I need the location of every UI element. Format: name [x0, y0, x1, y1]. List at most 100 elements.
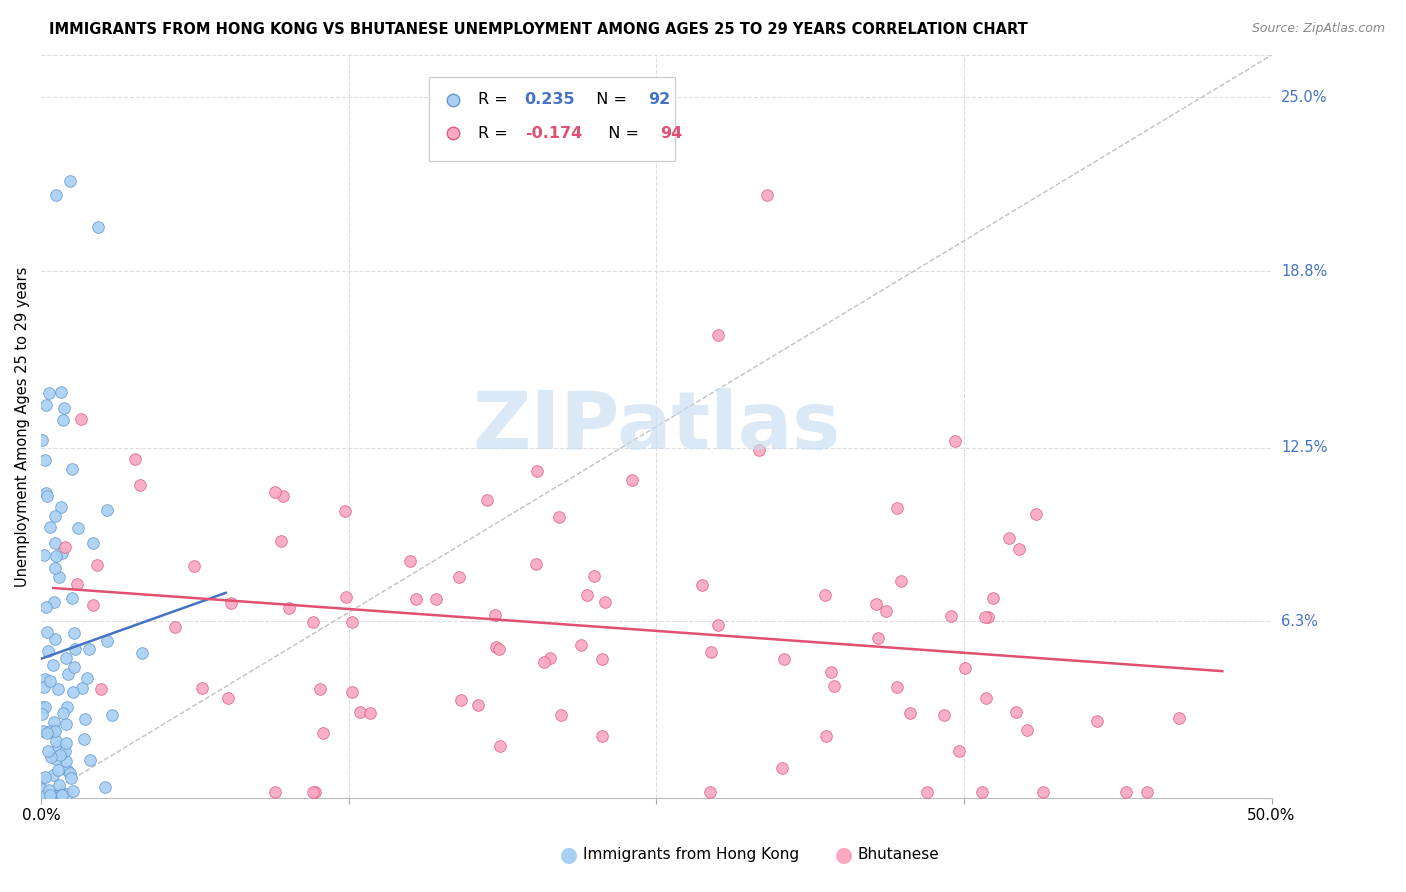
Point [94, 780, 117, 794]
Point [165, 620, 187, 634]
Point [706, 618, 728, 632]
Text: Source: ZipAtlas.com: Source: ZipAtlas.com [1251, 22, 1385, 36]
Text: 12.5%: 12.5% [1281, 440, 1327, 455]
Text: ●: ● [561, 845, 578, 864]
Point [86, 558, 108, 573]
Point [51, 546, 73, 560]
Point [690, 578, 713, 592]
Point [1008, 542, 1031, 557]
Point [707, 328, 730, 343]
Text: ZIPatlas: ZIPatlas [472, 388, 841, 466]
Text: Bhutanese: Bhutanese [858, 847, 939, 862]
Point [55, 744, 77, 758]
Point [582, 569, 605, 583]
Point [70, 681, 93, 695]
Point [700, 645, 723, 659]
Text: ●: ● [835, 845, 852, 864]
Point [56, 700, 79, 714]
Point [48, 778, 70, 792]
Point [1005, 705, 1028, 719]
Point [943, 434, 966, 448]
Text: 94: 94 [659, 126, 682, 141]
Point [76, 671, 98, 685]
Point [55, 787, 77, 801]
Text: N =: N = [586, 92, 633, 107]
Point [48, 570, 70, 584]
Text: 0.235: 0.235 [524, 92, 575, 107]
Point [756, 188, 779, 202]
Text: R =: R = [478, 92, 513, 107]
Point [46, 763, 69, 777]
Point [63, 626, 86, 640]
Point [55, 717, 77, 731]
Point [101, 708, 124, 723]
Point [59, 174, 82, 188]
Point [49, 789, 72, 803]
Point [62, 659, 84, 673]
Point [39, 724, 62, 739]
Point [35, 726, 58, 740]
Point [333, 504, 356, 518]
Point [66, 576, 89, 591]
Point [312, 726, 335, 740]
Point [576, 588, 599, 602]
Point [35, 789, 58, 803]
Point [53, 541, 76, 555]
Point [538, 650, 561, 665]
Point [38, 782, 60, 797]
Point [31, 707, 53, 722]
Point [890, 574, 912, 589]
Point [981, 591, 1004, 605]
Point [340, 685, 363, 699]
Point [58, 764, 80, 778]
Point [815, 729, 838, 743]
Point [941, 609, 963, 624]
Point [271, 489, 294, 503]
Point [38, 674, 60, 689]
Point [488, 641, 510, 656]
Point [301, 615, 323, 629]
Text: -0.174: -0.174 [524, 126, 582, 141]
Point [82, 598, 104, 612]
Point [32, 548, 55, 562]
Point [37, 743, 59, 757]
Point [875, 604, 897, 618]
Point [974, 610, 997, 624]
Point [124, 452, 146, 467]
Point [67, 521, 90, 535]
Point [77, 642, 100, 657]
Point [591, 651, 613, 665]
Point [51, 789, 73, 803]
Point [129, 478, 152, 492]
Point [34, 486, 56, 500]
Point [524, 557, 547, 571]
Point [51, 747, 73, 761]
Point [55, 650, 77, 665]
Point [34, 672, 56, 686]
Point [488, 739, 510, 753]
Point [484, 607, 506, 622]
Point [219, 596, 242, 610]
Point [51, 786, 73, 800]
Point [96, 634, 118, 648]
Point [34, 680, 56, 694]
Point [183, 558, 205, 573]
Point [477, 492, 499, 507]
Point [44, 535, 66, 549]
Point [263, 785, 285, 799]
Point [32, 699, 55, 714]
Point [593, 594, 616, 608]
Point [953, 661, 976, 675]
Point [699, 785, 721, 799]
Point [58, 666, 80, 681]
Y-axis label: Unemployment Among Ages 25 to 29 years: Unemployment Among Ages 25 to 29 years [15, 267, 30, 587]
Point [191, 681, 214, 695]
Point [42, 594, 65, 608]
Text: Immigrants from Hong Kong: Immigrants from Hong Kong [583, 847, 800, 862]
Point [131, 646, 153, 660]
Point [42, 768, 65, 782]
Point [340, 615, 363, 629]
Point [1115, 785, 1137, 799]
Point [970, 785, 993, 799]
Text: R =: R = [478, 126, 513, 141]
